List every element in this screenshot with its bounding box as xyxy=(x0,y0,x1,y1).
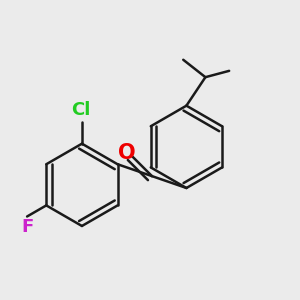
Text: F: F xyxy=(21,218,33,236)
Text: O: O xyxy=(118,143,136,163)
Text: Cl: Cl xyxy=(71,101,90,119)
